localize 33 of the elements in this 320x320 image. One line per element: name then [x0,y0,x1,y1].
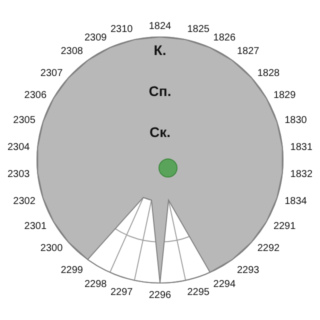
spoke-label: 2295 [187,287,210,298]
spoke-label: 2305 [13,115,36,126]
spoke-label: 1830 [284,115,308,126]
spoke-label: 2301 [24,221,47,232]
spoke-label: 1834 [284,196,308,208]
spoke-label: 1827 [237,46,260,58]
spoke-label: 1831 [290,142,313,153]
spoke-label: 2304 [7,142,30,153]
spoke-label: 2297 [110,287,134,298]
spoke-label: 2302 [13,196,36,208]
spoke-label: 2307 [40,68,64,79]
spoke-label: 1824 [148,21,172,32]
spoke-label: 2308 [60,46,84,58]
y-tick-label: Ск. [149,124,171,140]
spoke-label: 2291 [273,221,296,232]
spoke-label: 2309 [84,32,108,44]
spoke-label: 1829 [273,90,296,102]
spoke-label: 2306 [24,90,47,102]
spoke-label: 2298 [84,278,108,290]
spoke-label: 2310 [110,24,134,35]
spoke-label: 2296 [148,290,172,302]
spoke-label: 2303 [7,169,30,180]
spoke-label: 1832 [290,169,313,180]
spoke-label: 2294 [213,278,236,290]
spoke-label: 1826 [213,32,236,44]
spoke-label: 2293 [237,265,260,276]
y-tick-label: К. [154,42,166,58]
spoke-label: 2300 [40,243,64,254]
spoke-label: 2299 [60,265,84,276]
spoke-label: 1825 [187,24,210,35]
spoke-label: 1828 [257,68,280,79]
spoke-label: 2292 [257,243,280,254]
y-tick-label: Сп. [148,83,172,99]
